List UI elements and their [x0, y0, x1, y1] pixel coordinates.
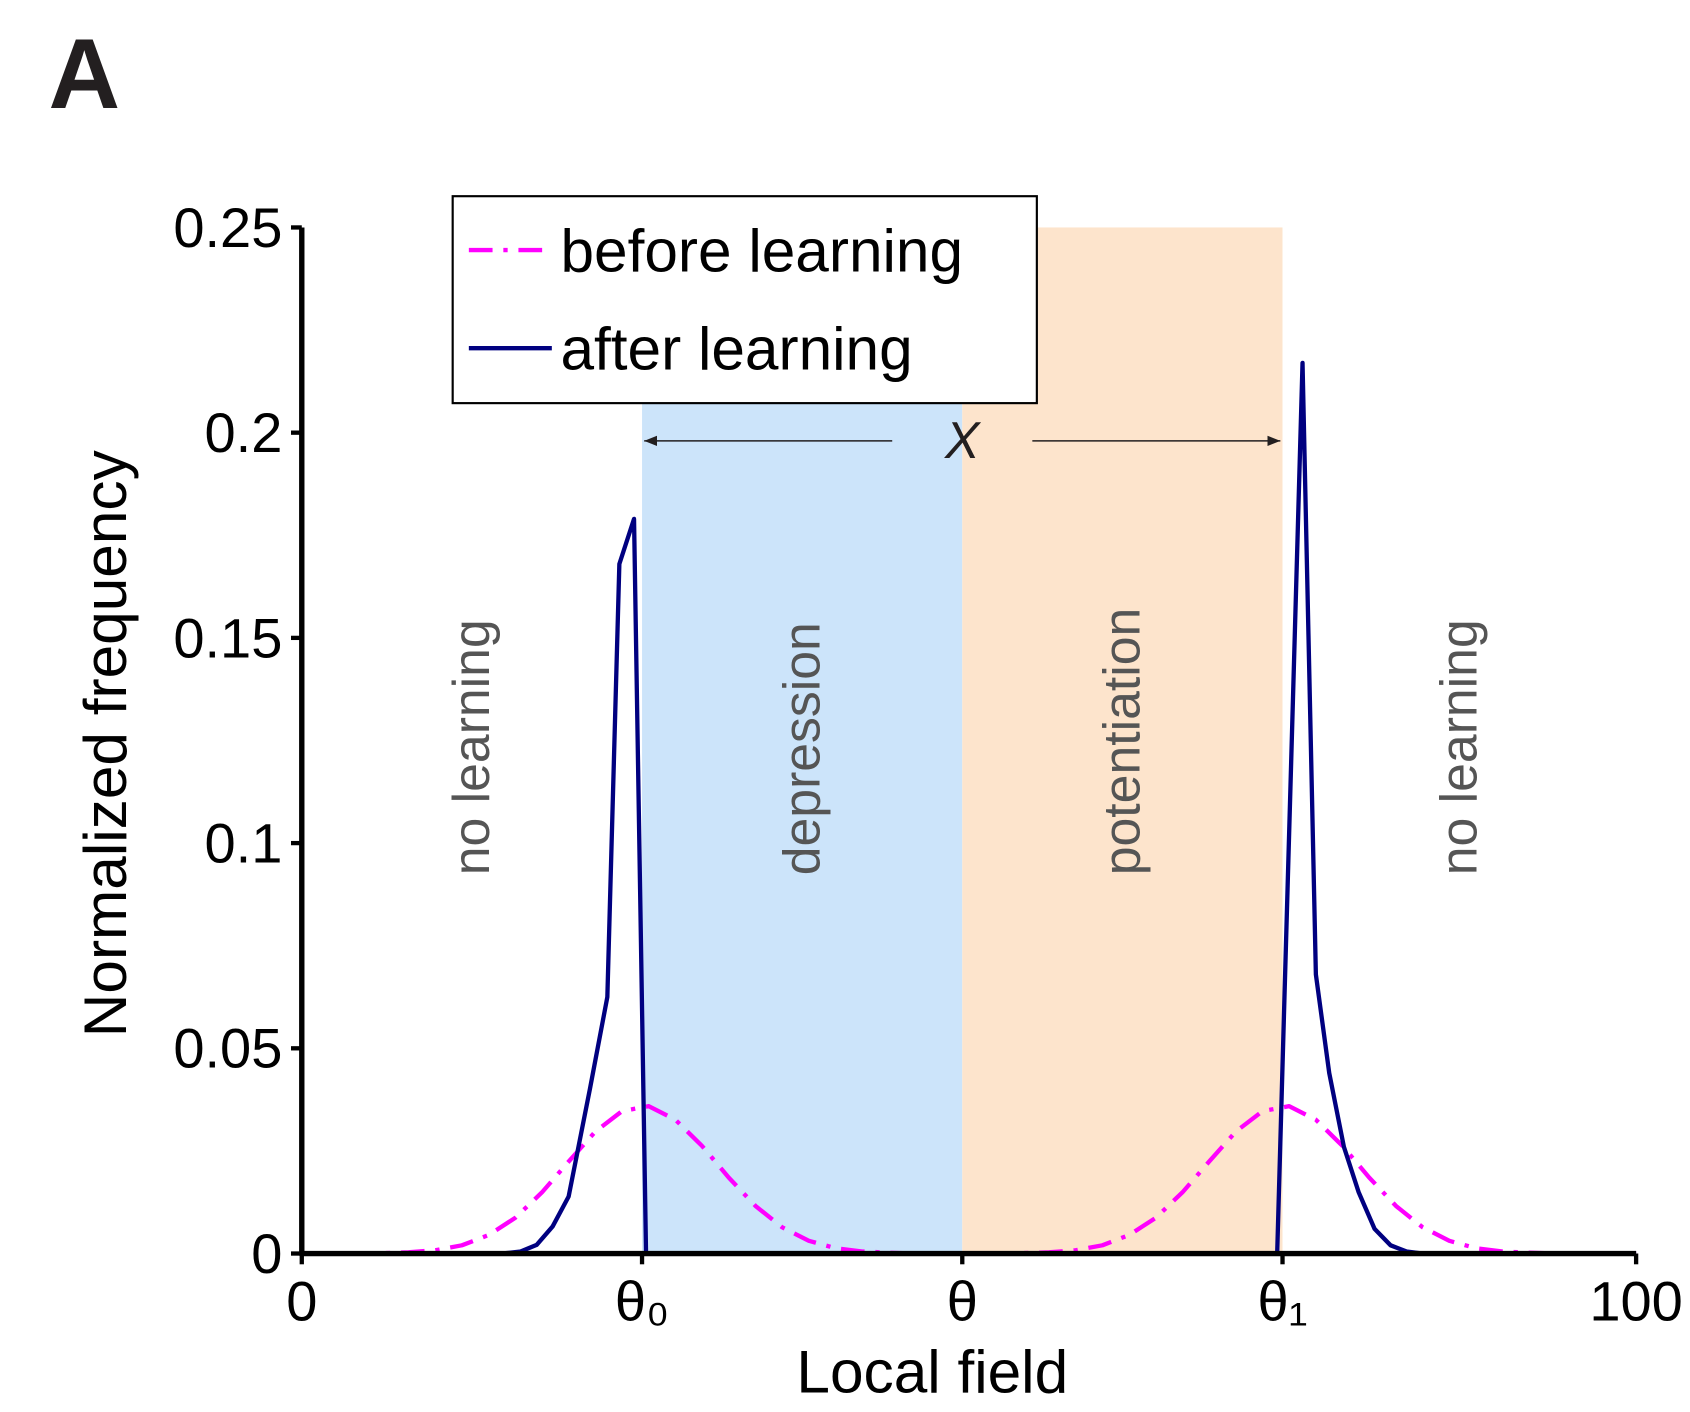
- panel-label: A: [49, 19, 121, 130]
- region-label: depression: [772, 622, 830, 875]
- legend-label: after learning: [560, 315, 912, 383]
- span-label: X: [944, 411, 982, 469]
- x-axis-label: Local field: [796, 1338, 1068, 1406]
- y-tick-label: 0.05: [173, 1017, 282, 1080]
- legend-label: before learning: [560, 217, 963, 285]
- y-tick-label: 0.25: [173, 196, 282, 259]
- region-label: no learning: [1430, 619, 1488, 875]
- region-label: no learning: [442, 619, 500, 875]
- x-tick-label: θ: [947, 1269, 978, 1332]
- y-tick-label: 0.15: [173, 606, 282, 669]
- region-label: potentiation: [1093, 608, 1151, 875]
- y-tick-label: 0.1: [204, 811, 282, 874]
- x-tick-label: 100: [1589, 1269, 1682, 1332]
- y-axis-label: Normalized frequency: [71, 449, 139, 1037]
- x-tick-label: θ₀: [615, 1269, 669, 1332]
- legend-box: [451, 195, 1038, 405]
- y-tick-label: 0: [251, 1222, 282, 1285]
- x-tick-label: 0: [286, 1269, 317, 1332]
- y-tick-label: 0.2: [204, 401, 282, 464]
- x-tick-label: θ₁: [1257, 1269, 1307, 1332]
- series-line: [301, 1104, 1637, 1256]
